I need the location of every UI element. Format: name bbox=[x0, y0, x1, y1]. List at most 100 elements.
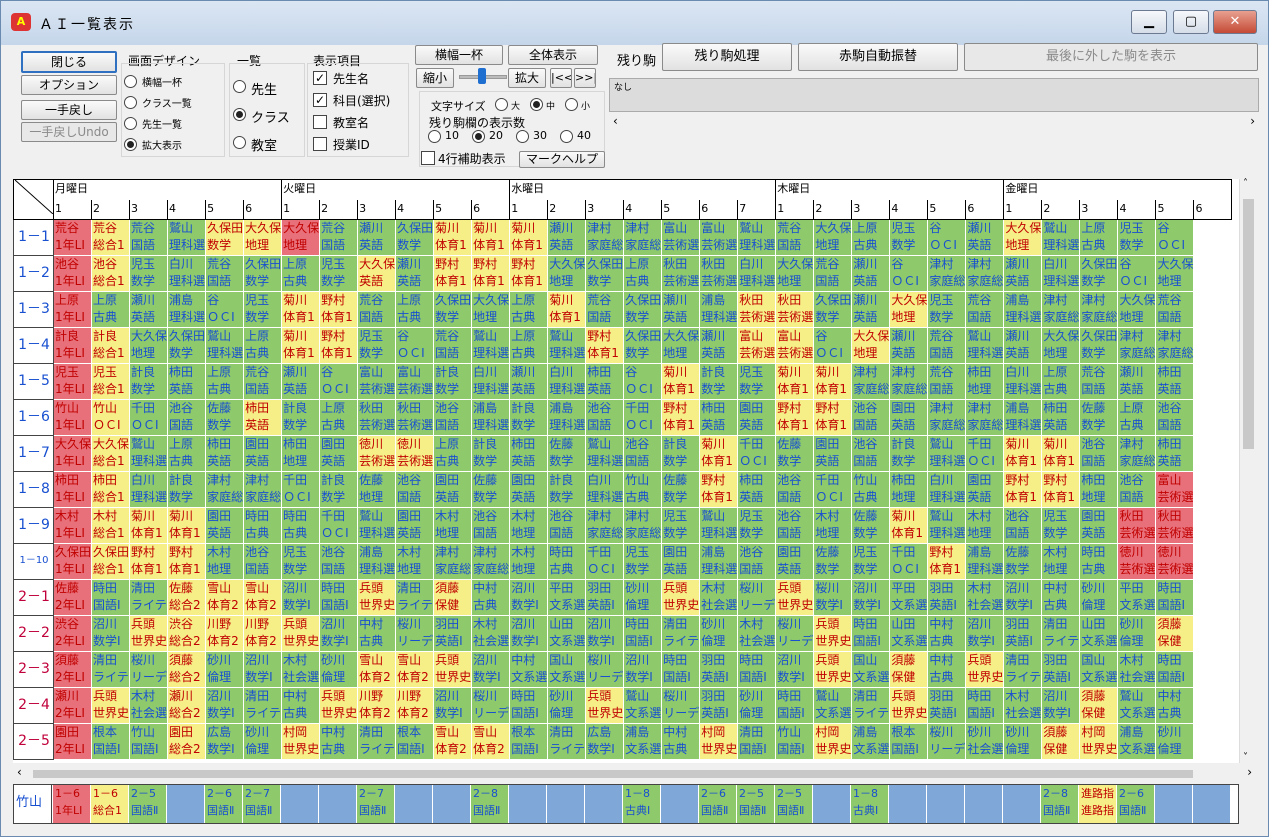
timetable-cell[interactable]: 中村 古典 bbox=[319, 723, 359, 760]
timetable-cell[interactable]: 時田 国語Ⅰ bbox=[775, 687, 815, 724]
timetable-cell[interactable]: 谷 ＯＣⅠ bbox=[205, 291, 245, 328]
timetable-cell[interactable]: 池谷 国語 bbox=[167, 399, 207, 436]
timetable-cell[interactable]: 野村 体育1 bbox=[813, 399, 853, 436]
title-bar[interactable]: A ＡＩ一覧表示 ▁ ▢ ✕ bbox=[1, 1, 1268, 45]
timetable-cell[interactable]: 荒谷 国語 bbox=[433, 327, 473, 364]
timetable-cell[interactable]: 久保田 総合1 bbox=[91, 543, 131, 580]
timetable-cell[interactable]: 木村 地理 bbox=[965, 507, 1005, 544]
teacher-slot[interactable]: 2－8 国語Ⅱ bbox=[471, 785, 509, 823]
timetable-cell[interactable]: 時田 古典 bbox=[547, 543, 587, 580]
timetable-cell[interactable]: 荒谷 総合1 bbox=[91, 219, 131, 256]
teacher-slot[interactable] bbox=[1003, 785, 1041, 823]
timetable-cell[interactable]: 佐藤 数学 bbox=[851, 507, 891, 544]
timetable-cell[interactable]: 根本 国語Ⅰ bbox=[91, 723, 131, 760]
timetable-cell[interactable]: 瀬川 英語 bbox=[547, 219, 587, 256]
timetable-cell[interactable]: 清田 ライテ bbox=[129, 579, 169, 616]
timetable-cell[interactable]: 池谷 国語 bbox=[433, 399, 473, 436]
timetable-cell[interactable]: 上原 古典 bbox=[243, 327, 283, 364]
timetable-cell[interactable]: 池谷 国語 bbox=[1079, 435, 1119, 472]
timetable-cell[interactable]: 羽田 英語Ⅰ bbox=[585, 579, 625, 616]
class-row-header[interactable]: 2－3 bbox=[13, 651, 54, 688]
timetable-cell[interactable]: 池谷 国語 bbox=[471, 507, 511, 544]
minimize-button[interactable]: ▁ bbox=[1131, 10, 1167, 34]
teacher-slot[interactable]: 1－6 総合1 bbox=[91, 785, 129, 823]
timetable-cell[interactable]: 瀬川 英語 bbox=[1003, 255, 1043, 292]
timetable-cell[interactable]: 清田 ライテ bbox=[547, 723, 587, 760]
timetable-cell[interactable]: 野村 体育1 bbox=[775, 399, 815, 436]
timetable-cell[interactable]: 沼川 数学Ⅰ bbox=[509, 615, 549, 652]
timetable-cell[interactable]: 池谷 国語 bbox=[851, 435, 891, 472]
grid-horizontal-scrollbar[interactable]: ‹ › bbox=[13, 765, 1256, 781]
timetable-cell[interactable]: 野村 体育1 bbox=[585, 327, 625, 364]
timetable-cell[interactable]: 野村 体育1 bbox=[699, 471, 739, 508]
teacher-slot[interactable] bbox=[395, 785, 433, 823]
timetable-cell[interactable]: 上原 古典 bbox=[167, 435, 207, 472]
timetable-cell[interactable]: 鷲山 理科選 bbox=[471, 327, 511, 364]
timetable-cell[interactable]: 時田 国語Ⅰ bbox=[623, 615, 663, 652]
timetable-cell[interactable]: 川野 体育2 bbox=[357, 687, 397, 724]
timetable-cell[interactable]: 砂川 社会選 bbox=[965, 723, 1005, 760]
timetable-cell[interactable]: 久保田 1年LI bbox=[52, 543, 93, 580]
timetable-cell[interactable]: 菊川 体育1 bbox=[661, 363, 701, 400]
width-full-button[interactable]: 横幅一杯 bbox=[415, 45, 503, 65]
timetable-cell[interactable]: 羽田 英語Ⅰ bbox=[1003, 615, 1043, 652]
timetable-cell[interactable]: 池谷 国語 bbox=[1003, 507, 1043, 544]
list-group-radio-1[interactable] bbox=[233, 108, 246, 121]
timetable-cell[interactable]: 鷲山 理科選 bbox=[927, 435, 967, 472]
timetable-cell[interactable]: 久保田 数学 bbox=[205, 219, 245, 256]
timetable-cell[interactable]: 瀬川 英語 bbox=[509, 363, 549, 400]
timetable-cell[interactable]: 木村 社会選 bbox=[281, 651, 321, 688]
timetable-cell[interactable]: 千田 ＯＣⅠ bbox=[319, 507, 359, 544]
timetable-cell[interactable]: 竹山 古典 bbox=[851, 471, 891, 508]
teacher-slot[interactable]: 2－8 国語Ⅱ bbox=[1041, 785, 1079, 823]
timetable-cell[interactable]: 谷 ＯＣⅠ bbox=[927, 219, 967, 256]
teacher-slot[interactable]: 2－6 国語Ⅱ bbox=[1117, 785, 1155, 823]
timetable-cell[interactable]: 児玉 数学 bbox=[737, 507, 777, 544]
timetable-cell[interactable]: 大久保 地理 bbox=[547, 255, 587, 292]
timetable-cell[interactable]: 津村 家庭総 bbox=[1117, 435, 1157, 472]
timetable-cell[interactable]: 児玉 数学 bbox=[319, 255, 359, 292]
timetable-cell[interactable]: 平田 文系選 bbox=[1117, 579, 1157, 616]
timetable-cell[interactable]: 児玉 数学 bbox=[129, 255, 169, 292]
timetable-cell[interactable]: 菊川 体育1 bbox=[509, 219, 549, 256]
timetable-cell[interactable]: 沼川 数学Ⅰ bbox=[775, 651, 815, 688]
timetable-cell[interactable]: 大久保 地理 bbox=[281, 219, 321, 256]
timetable-cell[interactable]: 谷 ＯＣⅠ bbox=[319, 363, 359, 400]
timetable-cell[interactable]: 計良 数学 bbox=[281, 399, 321, 436]
timetable-cell[interactable]: 白川 理科選 bbox=[167, 255, 207, 292]
timetable-cell[interactable]: 柿田 地理 bbox=[281, 435, 321, 472]
timetable-cell[interactable]: 沼川 数学Ⅰ bbox=[281, 579, 321, 616]
timetable-cell[interactable]: 津村 家庭総 bbox=[433, 543, 473, 580]
timetable-cell[interactable]: 木村 地理 bbox=[205, 543, 245, 580]
timetable-cell[interactable]: 須藤 保健 bbox=[889, 651, 929, 688]
teacher-slot[interactable] bbox=[281, 785, 319, 823]
timetable-cell[interactable]: 荒谷 国語 bbox=[965, 291, 1005, 328]
timetable-cell[interactable]: 兵頭 世界史 bbox=[813, 651, 853, 688]
timetable-cell[interactable]: 荒谷 国語 bbox=[775, 219, 815, 256]
timetable-cell[interactable]: 久保田 数学 bbox=[813, 291, 853, 328]
timetable-cell[interactable]: 柿田 総合1 bbox=[91, 471, 131, 508]
timetable-cell[interactable]: 瀬川 英語 bbox=[129, 291, 169, 328]
timetable-cell[interactable]: 菊川 体育1 bbox=[167, 507, 207, 544]
timetable-cell[interactable]: 徳川 芸術選 bbox=[1117, 543, 1157, 580]
timetable-cell[interactable]: 池谷 国語 bbox=[623, 435, 663, 472]
timetable-cell[interactable]: 大久保 1年LI bbox=[52, 435, 93, 472]
timetable-cell[interactable]: 児玉 数学 bbox=[851, 543, 891, 580]
timetable-cell[interactable]: 秋田 芸術選 bbox=[699, 255, 739, 292]
teacher-slot[interactable] bbox=[661, 785, 699, 823]
timetable-cell[interactable]: 久保田 数学 bbox=[243, 255, 283, 292]
timetable-cell[interactable]: 兵頭 世界史 bbox=[91, 687, 131, 724]
timetable-cell[interactable]: 佐藤 数学 bbox=[547, 435, 587, 472]
vertical-scroll-thumb[interactable] bbox=[1243, 199, 1254, 449]
grid-vertical-scrollbar[interactable]: ˄ ˅ bbox=[1239, 178, 1256, 763]
timetable-cell[interactable]: 谷 ＯＣⅠ bbox=[813, 327, 853, 364]
grid-scroll-right-icon[interactable]: › bbox=[1247, 765, 1252, 779]
timetable-cell[interactable]: 児玉 数学 bbox=[1117, 219, 1157, 256]
teacher-row[interactable]: 竹山 1－6 1年LI 1－6 総合1 2－5 国語Ⅱ 2－6 国語Ⅱ 2－7 国語Ⅱ 2－7 国語Ⅱ 2… bbox=[13, 784, 1239, 824]
timetable-cell[interactable]: 砂川 倫理 bbox=[737, 687, 777, 724]
timetable-cell[interactable]: 鷲山 理科選 bbox=[357, 507, 397, 544]
timetable-cell[interactable]: 白川 理科選 bbox=[585, 471, 625, 508]
aux4-checkbox[interactable] bbox=[421, 151, 435, 165]
timetable-cell[interactable]: 瀬川 英語 bbox=[281, 363, 321, 400]
timetable-cell[interactable]: 秋田 芸術選 bbox=[775, 291, 815, 328]
